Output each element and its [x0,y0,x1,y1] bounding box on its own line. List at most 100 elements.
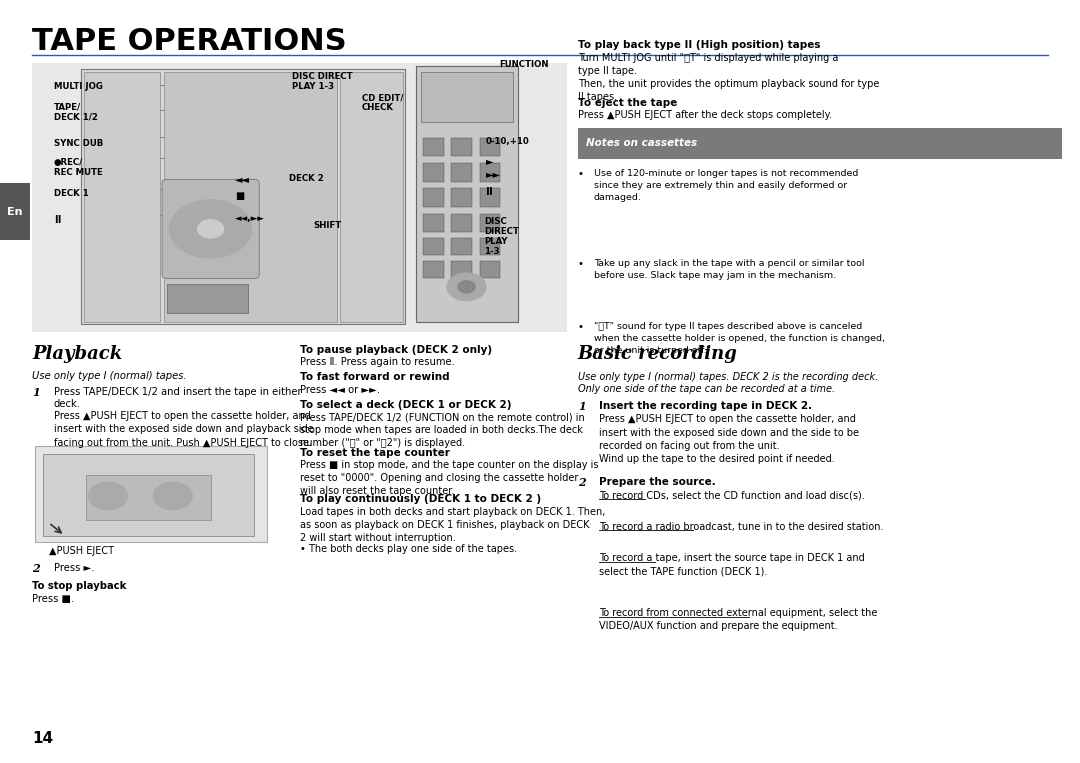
Text: Press ■.: Press ■. [32,594,75,604]
Text: DIRECT: DIRECT [484,227,518,237]
Text: Press ◄◄ or ►►.: Press ◄◄ or ►►. [300,385,380,394]
FancyBboxPatch shape [167,284,248,313]
Text: To fast forward or rewind: To fast forward or rewind [300,372,450,382]
Text: 1: 1 [32,387,40,398]
Text: Insert the recording tape in DECK 2.: Insert the recording tape in DECK 2. [599,401,812,411]
Text: Turn MULTI JOG until "取T" is displayed while playing a
type II tape.
Then, the u: Turn MULTI JOG until "取T" is displayed w… [578,53,879,102]
FancyBboxPatch shape [451,188,472,207]
Text: To stop playback: To stop playback [32,581,126,591]
Text: Press ▲PUSH EJECT to open the cassette holder, and
insert with the exposed side : Press ▲PUSH EJECT to open the cassette h… [599,414,860,464]
Text: "取T" sound for type II tapes described above is canceled
when the cassette holde: "取T" sound for type II tapes described a… [594,322,885,355]
FancyBboxPatch shape [480,138,500,156]
FancyBboxPatch shape [35,446,267,542]
Text: 1-3: 1-3 [484,247,499,256]
FancyBboxPatch shape [451,163,472,182]
FancyBboxPatch shape [451,138,472,156]
FancyBboxPatch shape [480,238,500,255]
Text: Only one side of the tape can be recorded at a time.: Only one side of the tape can be recorde… [578,384,835,394]
Text: DECK 2: DECK 2 [289,174,324,183]
FancyBboxPatch shape [32,63,567,332]
FancyBboxPatch shape [84,72,160,322]
FancyBboxPatch shape [451,238,472,255]
Text: Ⅱ: Ⅱ [486,187,492,197]
FancyBboxPatch shape [423,138,444,156]
Text: To play continuously (DECK 1 to DECK 2 ): To play continuously (DECK 1 to DECK 2 ) [300,494,541,504]
Text: DISC DIRECT: DISC DIRECT [292,72,352,82]
FancyBboxPatch shape [480,261,500,278]
FancyBboxPatch shape [81,69,405,324]
Text: ►: ► [486,156,494,166]
Text: ◄◄,►►: ◄◄,►► [235,214,266,223]
FancyBboxPatch shape [423,188,444,207]
FancyBboxPatch shape [423,214,444,232]
Text: 14: 14 [32,731,54,746]
Text: MULTI JOG: MULTI JOG [54,82,103,92]
FancyBboxPatch shape [423,163,444,182]
FancyBboxPatch shape [480,188,500,207]
Text: PLAY 1-3: PLAY 1-3 [292,82,334,92]
Text: FUNCTION: FUNCTION [499,60,549,69]
Text: To reset the tape counter: To reset the tape counter [300,448,450,458]
Text: 2: 2 [32,563,40,574]
Text: Ⅱ: Ⅱ [54,215,60,225]
Text: Prepare the source.: Prepare the source. [599,477,716,487]
Text: Press ■ in stop mode, and the tape counter on the display is
reset to "0000". Op: Press ■ in stop mode, and the tape count… [300,460,598,497]
FancyBboxPatch shape [421,72,513,122]
Text: Use only type I (normal) tapes. DECK 2 is the recording deck.: Use only type I (normal) tapes. DECK 2 i… [578,372,878,382]
FancyBboxPatch shape [423,261,444,278]
Text: Press ▲PUSH EJECT to open the cassette holder, and
insert with the exposed side : Press ▲PUSH EJECT to open the cassette h… [54,411,313,448]
Text: •: • [578,259,584,269]
Text: 0-10,+10: 0-10,+10 [486,137,530,146]
Text: PLAY: PLAY [484,237,508,246]
Text: Playback: Playback [32,345,123,363]
Text: SHIFT: SHIFT [313,221,341,230]
Text: Press TAPE/DECK 1/2 and insert the tape in either: Press TAPE/DECK 1/2 and insert the tape … [54,387,301,397]
Text: To record a tape, insert the source tape in DECK 1 and
select the TAPE function : To record a tape, insert the source tape… [599,553,865,576]
Text: ◄◄: ◄◄ [235,174,251,184]
Text: DECK 1: DECK 1 [54,189,89,198]
Text: Take up any slack in the tape with a pencil or similar tool
before use. Slack ta: Take up any slack in the tape with a pen… [594,259,864,280]
Text: DECK 1/2: DECK 1/2 [54,112,98,121]
Circle shape [447,273,486,301]
Text: Press TAPE/DECK 1/2 (FUNCTION on the remote control) in
stop mode when tapes are: Press TAPE/DECK 1/2 (FUNCTION on the rem… [300,412,585,449]
Text: DISC: DISC [484,217,507,227]
Circle shape [153,482,192,510]
FancyBboxPatch shape [480,163,500,182]
Text: To record CDs, select the CD function and load disc(s).: To record CDs, select the CD function an… [599,491,865,501]
FancyBboxPatch shape [43,454,254,536]
Text: ►►: ►► [486,169,501,179]
Text: Press ►.: Press ►. [54,563,95,573]
Text: To eject the tape: To eject the tape [578,98,677,108]
Text: Basic recording: Basic recording [578,345,738,363]
FancyBboxPatch shape [480,214,500,232]
FancyBboxPatch shape [340,72,403,322]
FancyBboxPatch shape [0,183,30,240]
Circle shape [458,281,475,293]
Text: •: • [578,322,584,332]
Text: 1: 1 [578,401,585,412]
Text: CHECK: CHECK [362,103,394,112]
Text: To play back type II (High position) tapes: To play back type II (High position) tap… [578,40,821,50]
Circle shape [170,200,252,258]
Text: To select a deck (DECK 1 or DECK 2): To select a deck (DECK 1 or DECK 2) [300,400,512,410]
FancyBboxPatch shape [86,475,211,520]
Text: Press ▲PUSH EJECT after the deck stops completely.: Press ▲PUSH EJECT after the deck stops c… [578,110,832,120]
FancyBboxPatch shape [451,214,472,232]
Text: ■: ■ [235,191,245,201]
Text: •: • [578,169,584,179]
FancyBboxPatch shape [162,179,259,278]
Text: REC MUTE: REC MUTE [54,168,103,177]
Circle shape [198,220,224,238]
Text: TAPE OPERATIONS: TAPE OPERATIONS [32,27,347,56]
Text: CD EDIT/: CD EDIT/ [362,93,403,102]
Text: 2: 2 [578,477,585,488]
FancyBboxPatch shape [164,72,337,322]
Text: To pause playback (DECK 2 only): To pause playback (DECK 2 only) [300,345,492,355]
Text: ●REC/: ●REC/ [54,158,83,167]
Text: To record from connected external equipment, select the
VIDEO/AUX function and p: To record from connected external equipm… [599,608,878,631]
FancyBboxPatch shape [578,128,1062,159]
Text: TAPE/: TAPE/ [54,102,81,111]
Text: deck.: deck. [54,399,81,409]
Text: SYNC DUB: SYNC DUB [54,139,104,148]
Text: To record a radio broadcast, tune in to the desired station.: To record a radio broadcast, tune in to … [599,522,883,532]
